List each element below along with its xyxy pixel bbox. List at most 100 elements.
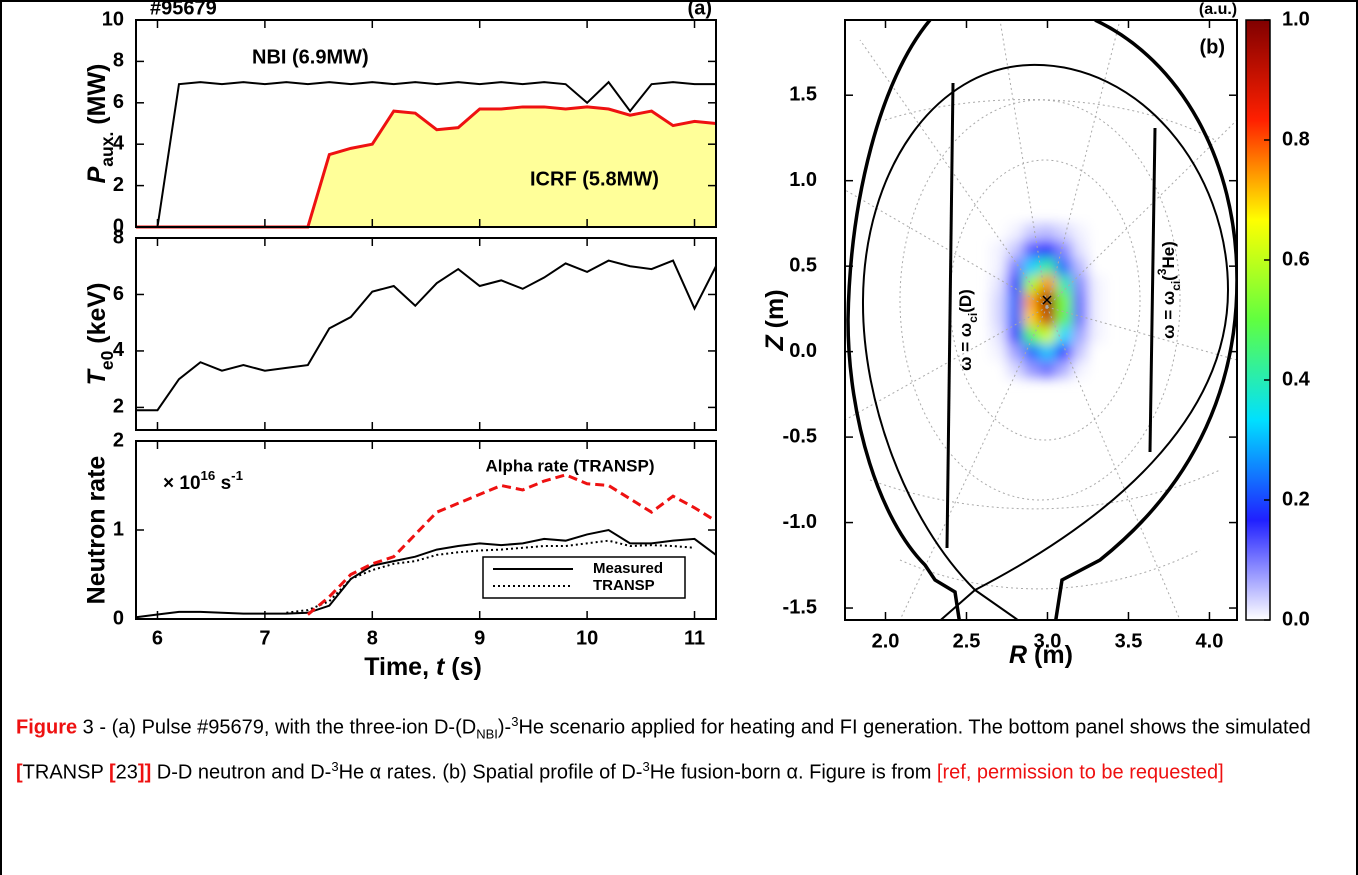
- caption-text: [ref, permission to be requested]: [936, 761, 1224, 784]
- x-axis-label-part: (m): [1027, 641, 1073, 669]
- heat-cell: [1055, 257, 1073, 276]
- heat-cell: [1006, 257, 1024, 276]
- heat-cell: [1071, 308, 1089, 327]
- heat-cell: [990, 291, 1008, 310]
- x-tick-label: 11: [684, 627, 705, 649]
- caption-text: He fusion-born α. Figure is from: [649, 761, 937, 784]
- y-tick-label: 6: [113, 283, 124, 305]
- y-tick-label: 8: [113, 226, 124, 248]
- heat-cell: [1071, 240, 1089, 259]
- y-tick-label: 2: [113, 174, 124, 196]
- heat-cell: [1039, 360, 1057, 378]
- heat-cell: [1039, 274, 1057, 293]
- series-label: Alpha rate (TRANSP): [485, 456, 654, 475]
- x-axis-label: Time, t (s): [364, 653, 482, 681]
- heat-cell: [1006, 343, 1024, 361]
- legend-label: TRANSP: [593, 577, 655, 594]
- heat-cell: [1006, 291, 1024, 310]
- heat-cell: [1055, 274, 1073, 293]
- heat-cell: [1023, 308, 1040, 327]
- colorbar-tick-label: 1.0: [1282, 8, 1310, 30]
- heat-cell: [1087, 343, 1105, 361]
- resonance-d: [945, 82, 955, 549]
- x-axis-label-part: R: [1009, 641, 1027, 669]
- heat-cell: [990, 343, 1008, 361]
- y-tick-label: 10: [102, 8, 124, 30]
- heat-cell: [1039, 308, 1057, 327]
- heat-cell: [1071, 257, 1089, 276]
- resonance-label: ω = ωci(D): [956, 289, 980, 371]
- caption-text: D-D neutron and D-: [151, 761, 332, 784]
- series-label: ICRF (5.8MW): [530, 168, 659, 190]
- line: [136, 259, 717, 412]
- plot-frame: [135, 19, 717, 228]
- flux-grid: [845, 20, 1237, 620]
- y-tick-label: -1.0: [783, 511, 817, 533]
- line: [135, 528, 717, 619]
- colorbar-tick-label: 0.2: [1282, 488, 1310, 510]
- heat-cell: [1087, 274, 1105, 293]
- x-axis-label: R (m): [1009, 641, 1073, 669]
- colorbar-tick-label: 0.4: [1282, 368, 1311, 390]
- heat-cell: [1087, 308, 1105, 327]
- colorbar-tick-label: 0.0: [1282, 608, 1310, 630]
- units-label-part: s: [215, 473, 231, 494]
- y-axis-label-part: aux.: [97, 132, 117, 167]
- x-axis-label-part: t: [436, 653, 446, 681]
- heat-cell: [1039, 223, 1057, 242]
- area: [136, 106, 716, 227]
- heat-cell: [1071, 360, 1089, 378]
- heat-cell: [1023, 223, 1040, 242]
- x-tick-label: 3.5: [1115, 630, 1143, 652]
- heat-cell: [1055, 291, 1073, 310]
- y-axis-label: Neutron rate: [83, 456, 111, 605]
- heat-cell: [1006, 308, 1024, 327]
- heat-cell: [1071, 343, 1089, 361]
- flux-surfaces: [845, 20, 1237, 620]
- caption-text: [: [109, 761, 116, 784]
- colorbar-tick-label: 0.8: [1282, 128, 1310, 150]
- x-tick-label: 9: [474, 627, 485, 649]
- resonance-label-part: (D): [956, 289, 975, 313]
- heatmap: [990, 223, 1105, 378]
- colorbar: [1245, 19, 1271, 621]
- panel-label: (b): [1199, 36, 1225, 58]
- heat-cell: [1087, 291, 1105, 310]
- x-tick-label: 2.5: [953, 630, 981, 652]
- plot-frame: [135, 237, 717, 431]
- heat-cell: [1006, 360, 1024, 378]
- y-axis-label-part: (keV): [83, 283, 111, 351]
- heat-cell: [1071, 291, 1089, 310]
- y-axis-label-part: (m): [761, 289, 789, 335]
- heat-cell: [1087, 360, 1105, 378]
- line: [136, 80, 716, 228]
- caption-text: 3: [642, 758, 650, 774]
- heat-cell: [1006, 240, 1024, 259]
- y-tick-label: 4: [113, 339, 125, 361]
- heat-cell: [990, 257, 1008, 276]
- y-tick-label: 0: [113, 607, 124, 629]
- y-tick-label: 8: [113, 50, 124, 72]
- heat-cell: [1055, 308, 1073, 327]
- heat-cell: [1087, 257, 1105, 276]
- heat-cell: [990, 360, 1008, 378]
- x-tick-label: 2.0: [872, 630, 900, 652]
- heat-cell: [1055, 325, 1073, 344]
- y-tick-label: 1.5: [789, 83, 817, 105]
- units-label-part: 16: [201, 468, 216, 483]
- heat-cell: [1023, 274, 1040, 293]
- heat-cell: [1023, 360, 1040, 378]
- heat-cell: [990, 274, 1008, 293]
- heat-cell: [1071, 325, 1089, 344]
- resonance-label-part: 3: [1155, 268, 1169, 275]
- y-axis-label-part: (MW): [83, 64, 111, 132]
- heat-cell: [1006, 325, 1024, 344]
- y-tick-label: -0.5: [783, 425, 817, 447]
- colorbar-tick-label: 0.6: [1282, 248, 1310, 270]
- y-axis-label: Te0 (keV): [83, 283, 117, 386]
- caption-text: ]]: [137, 761, 152, 784]
- wall-left: [846, 20, 962, 620]
- y-axis-label-part: Z: [761, 334, 789, 352]
